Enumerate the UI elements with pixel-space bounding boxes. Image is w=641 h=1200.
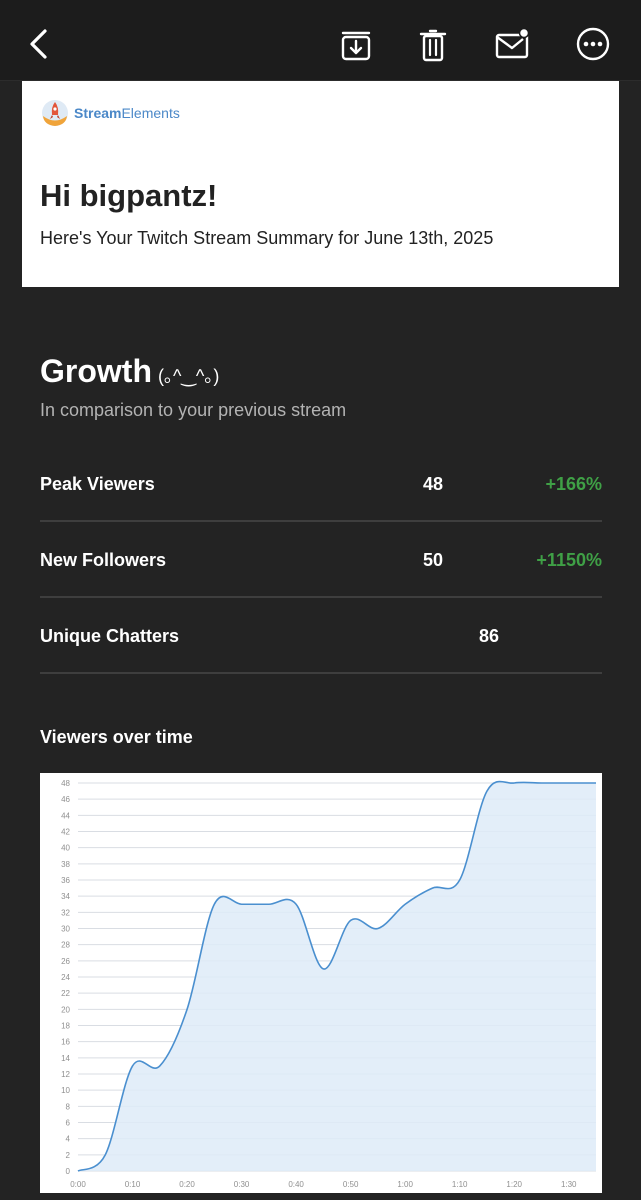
y-tick-label: 6: [66, 1119, 71, 1128]
x-tick-label: 1:30: [561, 1180, 577, 1189]
summary-subtitle: Here's Your Twitch Stream Summary for Ju…: [40, 228, 494, 248]
y-tick-label: 22: [61, 989, 70, 998]
y-tick-label: 12: [61, 1070, 70, 1079]
viewers-series-line: [77, 780, 596, 1172]
x-tick-label: 0:30: [234, 1180, 250, 1189]
email-body: StreamElements Hi bigpantz! Here's Your …: [0, 81, 641, 1200]
y-tick-label: 34: [61, 892, 70, 901]
y-tick-label: 4: [66, 1135, 71, 1144]
mail-toolbar: [0, 0, 641, 81]
y-tick-label: 32: [61, 908, 70, 917]
growth-title: Growth: [40, 353, 152, 389]
stat-divider: [40, 672, 602, 674]
logo-wordmark: StreamElements: [74, 105, 180, 121]
stat-label: Unique Chatters: [40, 626, 180, 646]
viewers-area-fill: [78, 781, 596, 1171]
y-tick-label: 38: [61, 860, 70, 869]
y-tick-label: 44: [61, 811, 70, 820]
x-tick-label: 0:10: [125, 1180, 141, 1189]
growth-kaomoji: (｡^‿^｡): [157, 366, 220, 386]
header-card: StreamElements Hi bigpantz! Here's Your …: [22, 81, 619, 287]
stat-row-unique-chatters: Unique Chatters 86: [40, 614, 602, 690]
x-tick-label: 0:50: [343, 1180, 359, 1189]
y-tick-label: 28: [61, 941, 70, 950]
greeting-heading: Hi bigpantz!: [40, 178, 218, 213]
viewers-chart-svg: 0246810121416182022242628303234363840424…: [61, 779, 596, 1189]
growth-heading: Growth (｡^‿^｡): [40, 353, 219, 390]
y-tick-label: 30: [61, 925, 70, 934]
stat-value: 86: [479, 626, 500, 646]
growth-subtitle: In comparison to your previous stream: [40, 400, 347, 420]
stat-value: 48: [423, 474, 444, 494]
y-tick-label: 40: [61, 844, 70, 853]
x-tick-label: 0:00: [70, 1180, 86, 1189]
stat-row-peak-viewers: Peak Viewers 48 +166%: [40, 462, 602, 538]
y-tick-label: 20: [61, 1005, 70, 1014]
stat-label: New Followers: [40, 550, 167, 570]
y-tick-label: 24: [61, 973, 70, 982]
y-tick-label: 16: [61, 1038, 70, 1047]
stat-change: +166%: [545, 474, 602, 494]
x-tick-label: 1:10: [452, 1180, 468, 1189]
streamelements-logo[interactable]: StreamElements: [40, 98, 180, 128]
y-tick-label: 42: [61, 828, 70, 837]
viewers-chart: 0 2 4 6 8 10 12 14 16 18 20 22 24 26 28 30 32 34 36 38 40 42 4…: [40, 773, 602, 1193]
stat-label: Peak Viewers: [40, 474, 155, 494]
stat-row-new-followers: New Followers 50 +1150%: [40, 538, 602, 614]
stat-value: 50: [423, 550, 444, 570]
logo-text-bold: Stream: [74, 105, 122, 121]
x-tick-label: 0:40: [288, 1180, 304, 1189]
more-dots-icon[interactable]: [573, 24, 613, 64]
y-tick-label: 10: [61, 1086, 70, 1095]
archive-download-icon[interactable]: [336, 24, 376, 64]
y-tick-label: 2: [66, 1151, 71, 1160]
chart-title: Viewers over time: [40, 727, 193, 747]
stat-change: +1150%: [536, 550, 602, 570]
y-tick-label: 46: [61, 795, 70, 804]
rocket-logo-icon: [42, 100, 68, 126]
y-tick-label: 0: [66, 1167, 71, 1176]
stat-divider: [40, 520, 602, 522]
trash-icon[interactable]: [413, 24, 453, 64]
y-tick-label: 14: [61, 1054, 70, 1063]
x-tick-label: 1:20: [506, 1180, 522, 1189]
mail-unread-icon[interactable]: [492, 24, 532, 64]
logo-text-rest: Elements: [121, 105, 180, 121]
y-tick-label: 18: [61, 1022, 70, 1031]
y-tick-label: 26: [61, 957, 70, 966]
y-tick-label: 36: [61, 876, 70, 885]
chevron-left-icon[interactable]: [20, 24, 60, 64]
y-tick-label: 8: [66, 1102, 71, 1111]
stat-divider: [40, 596, 602, 598]
x-tick-label: 0:20: [179, 1180, 195, 1189]
x-tick-label: 1:00: [397, 1180, 413, 1189]
y-tick-label: 48: [61, 779, 70, 788]
